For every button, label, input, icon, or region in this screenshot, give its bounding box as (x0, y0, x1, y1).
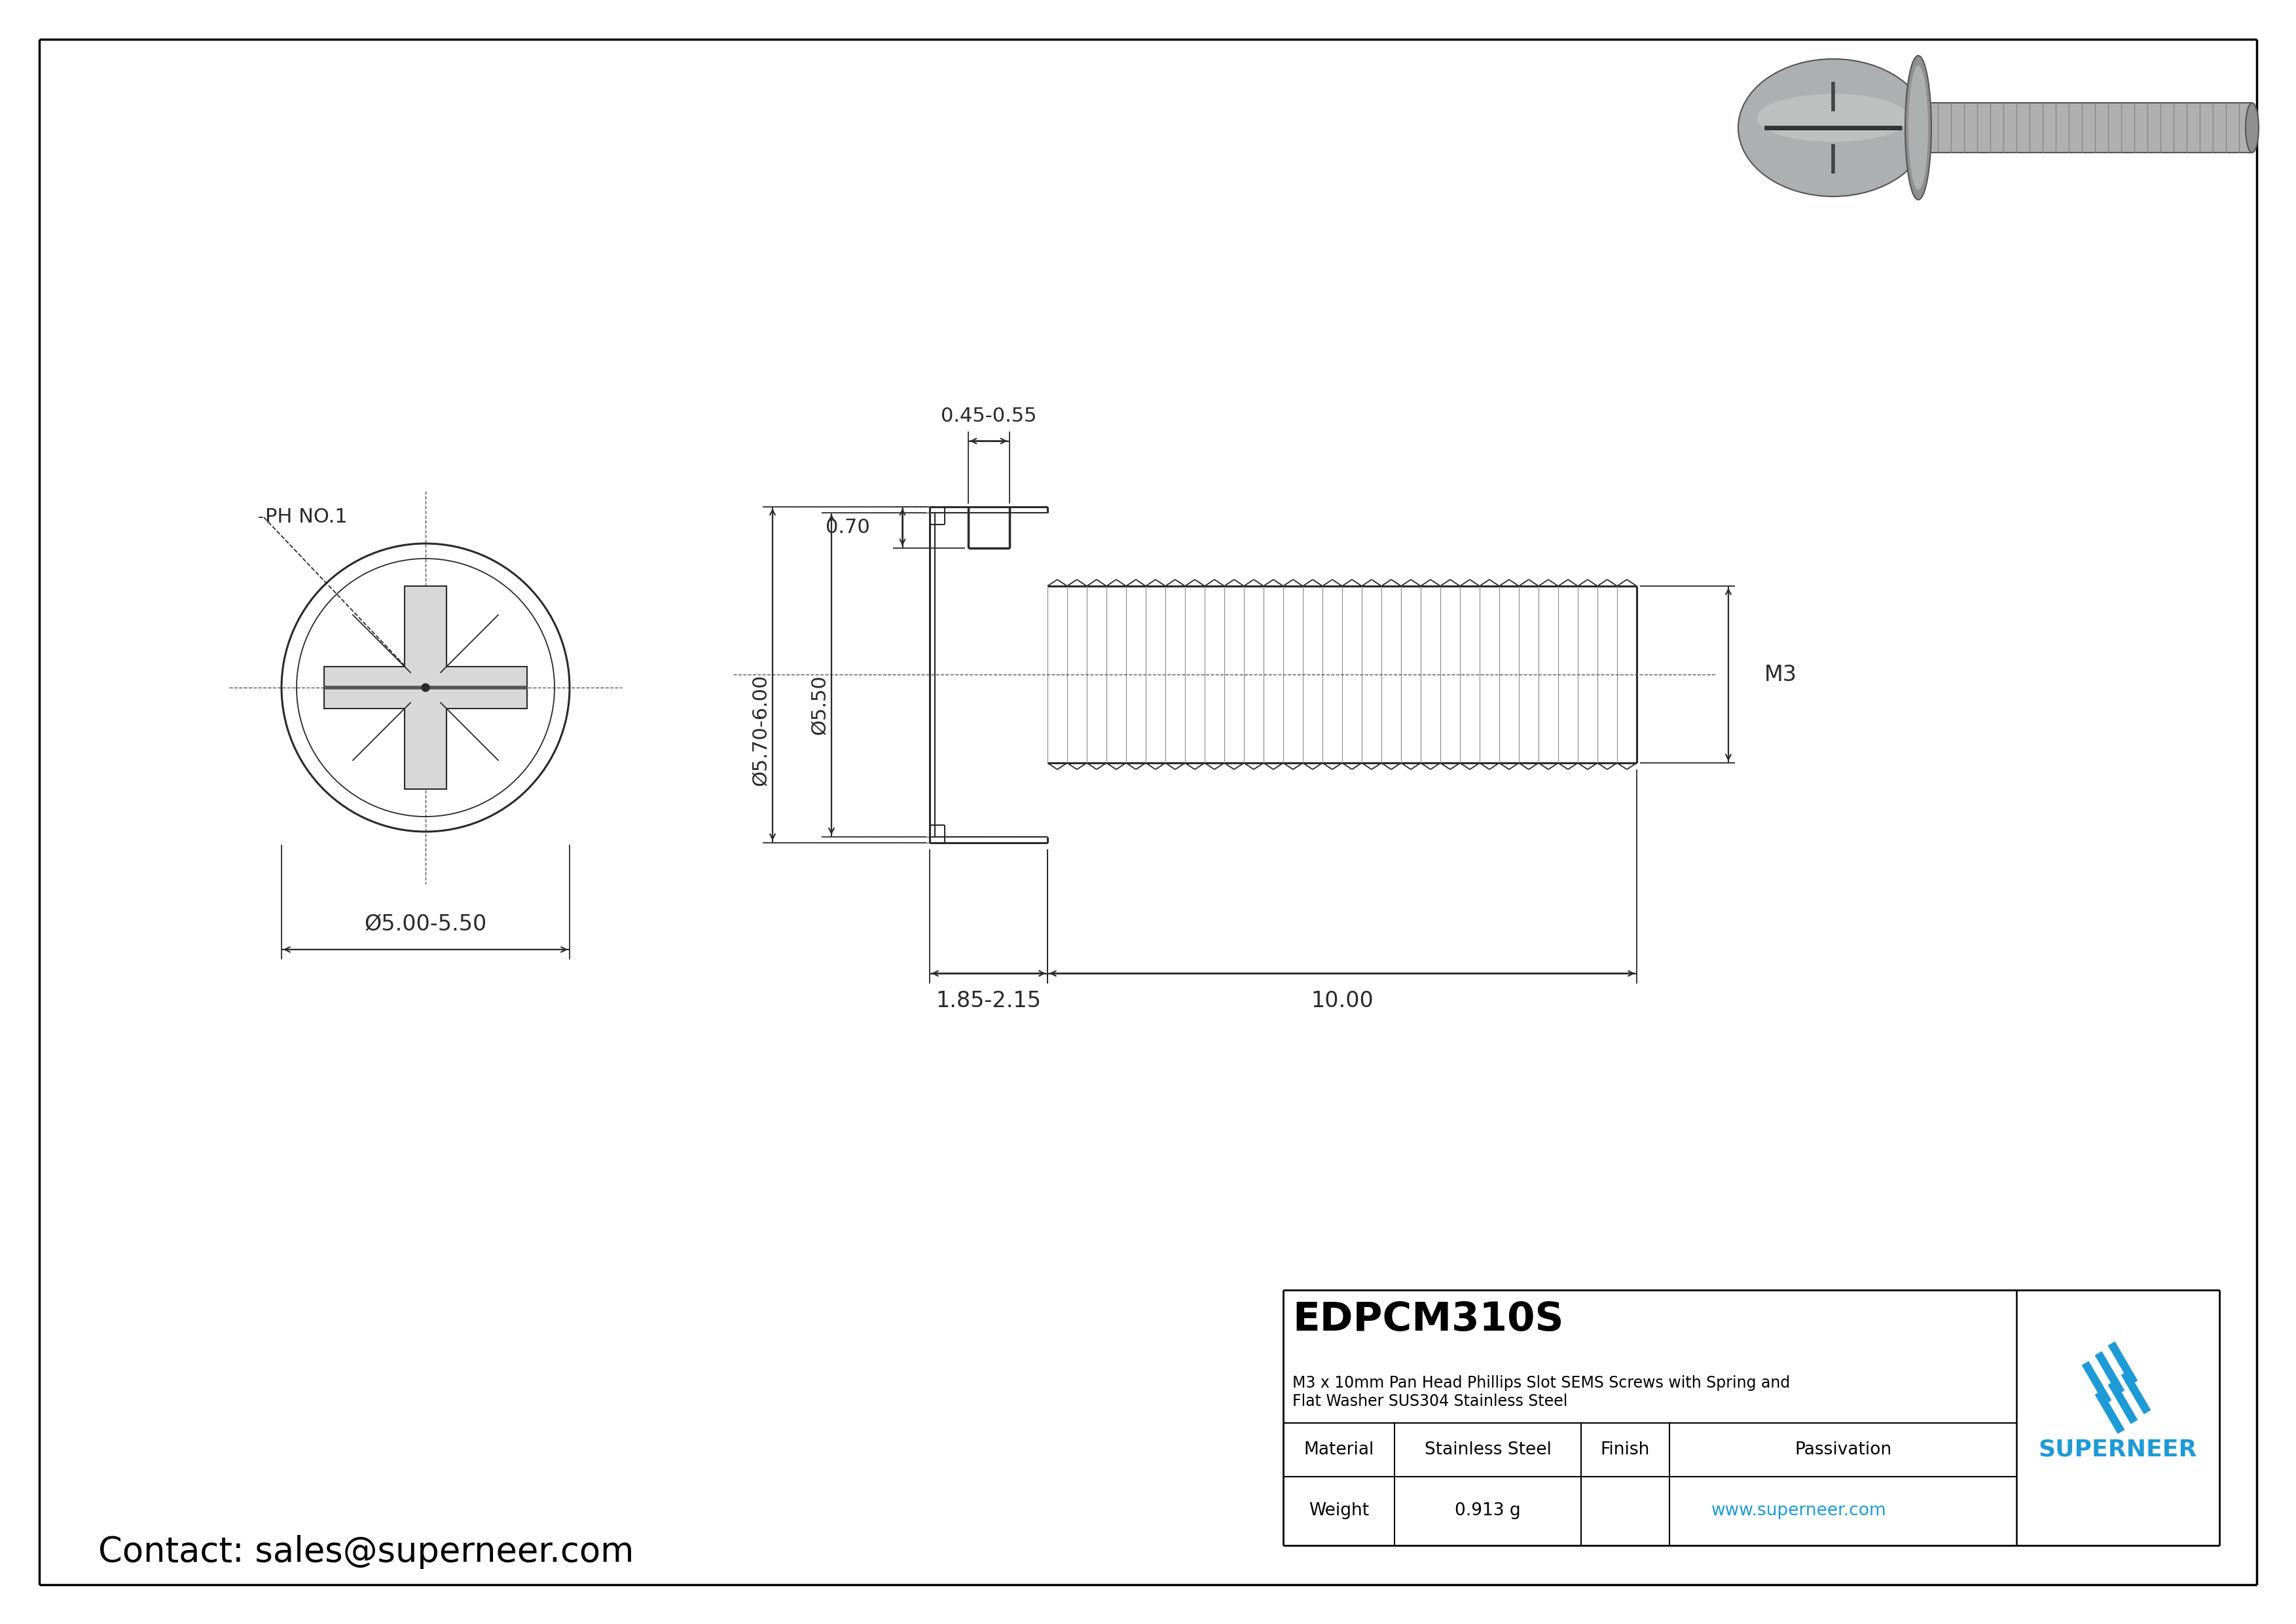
Text: 10.00: 10.00 (1311, 991, 1373, 1012)
Text: Ø5.00-5.50: Ø5.00-5.50 (365, 914, 487, 935)
Text: Weight: Weight (1309, 1502, 1368, 1520)
Text: Contact: sales@superneer.com: Contact: sales@superneer.com (99, 1535, 634, 1569)
FancyBboxPatch shape (1924, 102, 2252, 153)
Text: Passivation: Passivation (1795, 1440, 1892, 1458)
Text: SUPERNEER: SUPERNEER (2039, 1439, 2197, 1460)
Ellipse shape (1738, 58, 1929, 197)
Text: 0.913 g: 0.913 g (1456, 1502, 1520, 1520)
Text: 0.45-0.55: 0.45-0.55 (941, 406, 1035, 425)
Circle shape (422, 684, 429, 692)
Text: 1.85-2.15: 1.85-2.15 (937, 991, 1042, 1012)
Ellipse shape (2245, 102, 2259, 153)
Text: M3 x 10mm Pan Head Phillips Slot SEMS Screws with Spring and
Flat Washer SUS304 : M3 x 10mm Pan Head Phillips Slot SEMS Sc… (1293, 1376, 1791, 1410)
Text: PH NO.1: PH NO.1 (264, 508, 347, 526)
Text: Finish: Finish (1600, 1440, 1651, 1458)
Text: Ø5.70-6.00: Ø5.70-6.00 (751, 674, 769, 786)
Ellipse shape (1908, 65, 1929, 190)
Text: EDPCM310S: EDPCM310S (1293, 1301, 1564, 1340)
Ellipse shape (1906, 55, 1931, 200)
Ellipse shape (1756, 94, 1908, 141)
Text: 0.70: 0.70 (824, 518, 870, 536)
Polygon shape (324, 586, 528, 789)
Text: M3: M3 (1763, 664, 1798, 685)
Text: Ø5.50: Ø5.50 (810, 674, 829, 734)
Text: www.superneer.com: www.superneer.com (1711, 1502, 1887, 1520)
Text: Material: Material (1304, 1440, 1373, 1458)
Text: Stainless Steel: Stainless Steel (1424, 1440, 1552, 1458)
